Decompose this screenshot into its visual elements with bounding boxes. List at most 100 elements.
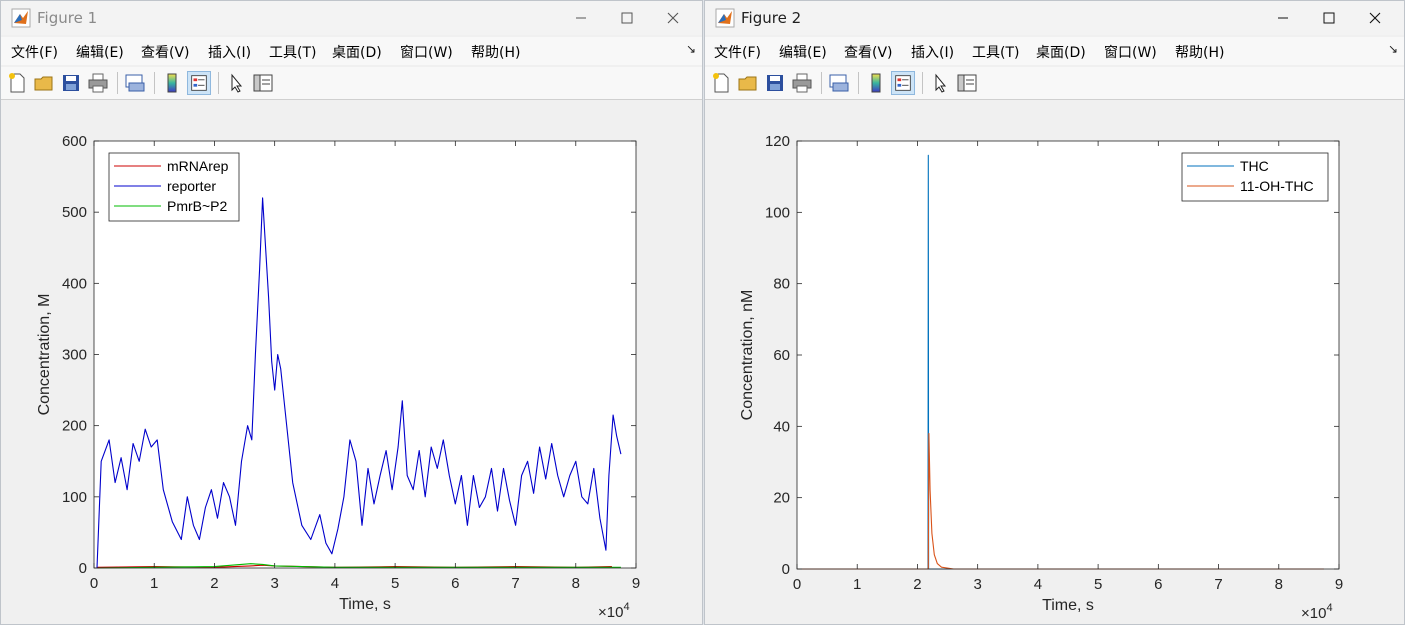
y-tick-label: 60 [773,347,790,364]
y-tick-label: 100 [765,204,790,221]
x-tick-label: 8 [572,575,580,592]
y-tick-label: 120 [765,133,790,150]
legend-entry: mRNArep [167,158,229,174]
toolbar-separator [218,72,219,94]
menu-insert[interactable]: 插入(I) [911,45,955,61]
menu-desktop[interactable]: 桌面(D) [332,45,382,61]
x-tick-label: 4 [1034,576,1042,593]
title-bar[interactable]: Figure 2 [705,1,1404,35]
y-tick-label: 500 [62,204,87,221]
menu-insert[interactable]: 插入(I) [208,45,252,61]
x-tick-label: 1 [853,576,861,593]
x-tick-label: 0 [90,575,98,592]
print-preview-icon[interactable] [827,71,851,95]
minimize-icon[interactable] [558,5,604,31]
y-tick-label: 0 [782,561,790,578]
menu-view[interactable]: 查看(V) [141,45,190,61]
x-tick-label: 5 [391,575,399,592]
figure-canvas: 0 1 2 3 4 5 6 7 8 9 0 100 200 300 400 500 600 Time, s Conc… [1,100,702,624]
menu-bar: 文件(F) 编辑(E) 查看(V) 插入(I) 工具(T) 桌面(D) 窗口(W… [705,37,1404,65]
toolbar-separator [922,72,923,94]
menu-edit[interactable]: 编辑(E) [76,45,124,61]
menu-edit[interactable]: 编辑(E) [779,45,827,61]
x-tick-label: 6 [1154,576,1162,593]
menu-file[interactable]: 文件(F) [11,45,58,61]
menu-tools[interactable]: 工具(T) [269,45,317,61]
colorbar-icon[interactable] [160,71,184,95]
colorbar-icon[interactable] [864,71,888,95]
figure-canvas: 0 1 2 3 4 5 6 7 8 9 0 20 40 60 80 100 120 Time, s Concentr… [705,100,1404,624]
x-tick-label: 9 [632,575,640,592]
open-file-icon[interactable] [32,71,56,95]
menu-help[interactable]: 帮助(H) [471,45,521,61]
y-axis-label: Concentration, M [36,294,53,416]
figure-1-chart[interactable]: 0 1 2 3 4 5 6 7 8 9 0 100 200 300 400 500 600 Time, s Conc… [1,100,703,625]
property-inspector-icon[interactable] [251,71,275,95]
y-tick-label: 300 [62,347,87,364]
edit-plot-arrow-icon[interactable] [224,71,248,95]
menu-overflow-icon[interactable]: ↘ [1387,42,1398,56]
figure-2-chart[interactable]: 0 1 2 3 4 5 6 7 8 9 0 20 40 60 80 100 120 Time, s Concentr… [705,100,1405,625]
figure-window-1: Figure 1 文件(F) 编辑(E) 查看(V) 插入(I) 工具(T) 桌… [0,0,703,625]
x-exponent-label: ×104 [598,601,630,621]
close-icon[interactable] [650,5,696,31]
x-tick-label: 6 [451,575,459,592]
menu-view[interactable]: 查看(V) [844,45,893,61]
legend-entry: THC [1240,158,1269,174]
menu-tools[interactable]: 工具(T) [972,45,1020,61]
print-icon[interactable] [790,71,814,95]
x-exponent-power: 4 [623,601,629,613]
legend[interactable]: THC 11-OH-THC [1181,152,1329,202]
series-line-2 [96,563,621,569]
matlab-logo-icon [715,8,735,28]
figure-toolbar [1,67,702,100]
y-tick-label: 80 [773,276,790,293]
close-icon[interactable] [1352,5,1398,31]
y-axis-label: Concentration, nM [739,290,756,421]
toolbar-separator [117,72,118,94]
legend-entry: PmrB~P2 [167,198,228,214]
x-axis-label: Time, s [1042,597,1094,614]
x-tick-label: 3 [973,576,981,593]
x-tick-label: 3 [270,575,278,592]
legend-icon[interactable] [187,71,211,95]
title-bar[interactable]: Figure 1 [1,1,702,35]
save-icon[interactable] [59,71,83,95]
x-tick-label: 7 [511,575,519,592]
y-tick-label: 40 [773,418,790,435]
menu-file[interactable]: 文件(F) [714,45,761,61]
x-exponent-label: ×104 [1301,602,1333,622]
new-figure-icon[interactable] [5,71,29,95]
legend[interactable]: mRNArep reporter PmrB~P2 [108,152,240,222]
x-axis-label: Time, s [339,596,391,613]
print-preview-icon[interactable] [123,71,147,95]
legend-entry: reporter [167,178,216,194]
new-figure-icon[interactable] [709,71,733,95]
menu-help[interactable]: 帮助(H) [1175,45,1225,61]
plot-area [797,141,1339,569]
toolbar-separator [154,72,155,94]
menu-window[interactable]: 窗口(W) [1104,45,1157,61]
print-icon[interactable] [86,71,110,95]
x-tick-label: 9 [1335,576,1343,593]
menu-overflow-icon[interactable]: ↘ [685,42,696,56]
property-inspector-icon[interactable] [955,71,979,95]
x-tick-label: 7 [1214,576,1222,593]
menu-desktop[interactable]: 桌面(D) [1036,45,1086,61]
y-tick-label: 600 [62,133,87,150]
minimize-icon[interactable] [1260,5,1306,31]
x-tick-label: 8 [1275,576,1283,593]
x-tick-label: 4 [331,575,339,592]
legend-icon[interactable] [891,71,915,95]
open-file-icon[interactable] [736,71,760,95]
save-icon[interactable] [763,71,787,95]
window-title: Figure 1 [37,9,98,27]
menu-window[interactable]: 窗口(W) [400,45,453,61]
x-exponent-base: ×10 [598,604,623,621]
maximize-icon[interactable] [604,5,650,31]
x-tick-label: 2 [913,576,921,593]
x-tick-label: 5 [1094,576,1102,593]
maximize-icon[interactable] [1306,5,1352,31]
edit-plot-arrow-icon[interactable] [928,71,952,95]
figure-window-2: Figure 2 文件(F) 编辑(E) 查看(V) 插入(I) 工具(T) 桌… [704,0,1405,625]
